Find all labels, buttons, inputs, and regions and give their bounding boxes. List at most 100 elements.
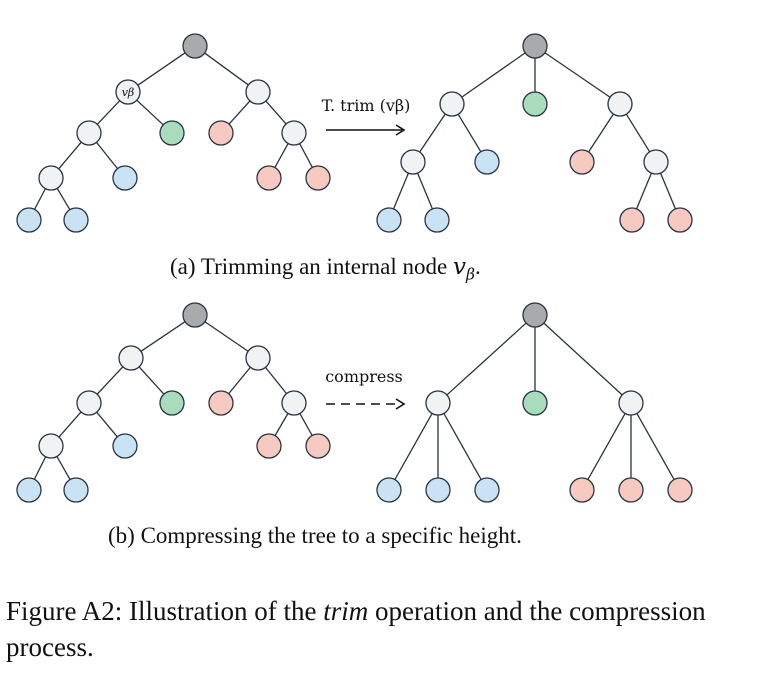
trim-arrow: T. trim (vβ) <box>322 96 411 136</box>
tree-node-internal <box>643 149 669 175</box>
tree-node-red-leaf <box>569 477 595 503</box>
tree-node-root <box>522 302 548 328</box>
tree-edge <box>265 100 287 125</box>
figure-canvas: vβ T. trim (vβ) compress <box>16 33 693 503</box>
tree-edge <box>274 413 289 436</box>
tree-node-internal <box>439 91 465 117</box>
tree-edge <box>140 321 186 352</box>
tree-edge <box>299 413 313 436</box>
figure-caption-emphasis: trim <box>323 596 369 626</box>
tree-edge <box>58 141 82 170</box>
figure-caption-prefix: Figure A2: Illustration of the <box>6 596 324 626</box>
trim-arrow-label: T. trim (vβ) <box>322 96 411 115</box>
tree-edge <box>543 322 623 396</box>
tree-edge <box>204 321 249 352</box>
tree-edge <box>544 52 611 98</box>
tree-b-after <box>376 302 693 503</box>
tree-node-blue-leaf <box>474 477 500 503</box>
tree-node-blue-leaf <box>474 149 500 175</box>
tree-edge <box>56 456 71 480</box>
tree-node-blue-leaf <box>16 207 42 233</box>
tree-node-blue-leaf <box>376 207 402 233</box>
tree-node-blue-leaf <box>112 165 138 191</box>
tree-node-green-leaf <box>159 120 185 146</box>
tree-node-internal <box>618 390 644 416</box>
tree-node-red-leaf <box>256 433 282 459</box>
tree-node-green-leaf <box>522 91 548 117</box>
tree-node-red-leaf <box>619 207 645 233</box>
tree-node-internal <box>115 79 141 105</box>
figure-caption: Figure A2: Illustration of the trim oper… <box>6 593 746 665</box>
tree-edge <box>443 413 482 480</box>
tree-edge <box>33 456 47 480</box>
tree-edge <box>33 188 47 210</box>
caption-panel-a: (a) Trimming an internal node vβ. <box>170 254 481 283</box>
caption-panel-b: (b) Compressing the tree to a specific h… <box>108 523 522 548</box>
tree-node-internal <box>118 345 144 371</box>
tree-edge <box>138 366 165 395</box>
caption-a-var: vβ <box>453 254 476 284</box>
compress-arrow: compress <box>325 367 406 410</box>
tree-edge <box>392 172 410 210</box>
tree-node-internal <box>38 433 64 459</box>
tree-node-red-leaf <box>569 149 595 175</box>
tree-edge <box>264 366 288 395</box>
tree-node-red-leaf <box>208 390 234 416</box>
tree-node-internal <box>76 390 102 416</box>
tree-node-red-leaf <box>256 165 282 191</box>
tree-edge <box>96 366 124 395</box>
caption-a-period: . <box>475 254 481 279</box>
tree-edge <box>636 413 675 480</box>
tree-edge <box>588 113 614 153</box>
tree-node-blue-leaf <box>63 207 89 233</box>
tree-node-root <box>182 33 208 59</box>
tree-edge <box>204 52 249 86</box>
tree-node-green-leaf <box>159 390 185 416</box>
tree-node-blue-leaf <box>424 207 450 233</box>
tree-b-before <box>16 302 331 503</box>
node-label-v-beta: vβ <box>122 86 135 99</box>
tree-node-red-leaf <box>667 477 693 503</box>
tree-edge <box>137 52 186 86</box>
tree-edge <box>457 113 482 153</box>
tree-node-red-leaf <box>305 165 331 191</box>
tree-node-red-leaf <box>305 433 331 459</box>
tree-edge <box>635 172 653 210</box>
tree-edge <box>96 411 118 438</box>
tree-node-red-leaf <box>208 120 234 146</box>
tree-edge <box>56 187 71 211</box>
tree-node-green-leaf <box>522 390 548 416</box>
tree-node-internal <box>38 165 64 191</box>
compress-arrow-label: compress <box>325 367 403 386</box>
tree-edge <box>394 413 433 480</box>
tree-node-blue-leaf <box>425 477 451 503</box>
tree-node-blue-leaf <box>112 433 138 459</box>
tree-node-internal <box>281 120 307 146</box>
tree-edge <box>659 172 677 210</box>
tree-a-after <box>376 33 693 233</box>
tree-edge <box>274 143 289 168</box>
tree-node-internal <box>425 390 451 416</box>
tree-node-red-leaf <box>618 477 644 503</box>
tree-edge <box>96 100 121 125</box>
tree-node-internal <box>245 345 271 371</box>
tree-node-root <box>522 33 548 59</box>
tree-node-blue-leaf <box>63 477 89 503</box>
tree-edge <box>299 143 313 168</box>
tree-edge <box>419 113 446 153</box>
tree-edge <box>136 99 164 126</box>
tree-edge <box>58 411 82 438</box>
tree-edge <box>228 100 251 125</box>
tree-edge <box>587 413 626 480</box>
tree-edge <box>625 113 651 153</box>
tree-node-blue-leaf <box>376 477 402 503</box>
tree-node-blue-leaf <box>16 477 42 503</box>
tree-edge <box>95 141 119 170</box>
caption-a-text: (a) Trimming an internal node <box>170 254 453 279</box>
tree-edge <box>461 52 526 98</box>
tree-edge <box>446 322 527 396</box>
tree-a-before: vβ <box>16 33 331 233</box>
tree-node-internal <box>245 79 271 105</box>
tree-edge <box>416 172 434 210</box>
tree-node-internal <box>281 390 307 416</box>
